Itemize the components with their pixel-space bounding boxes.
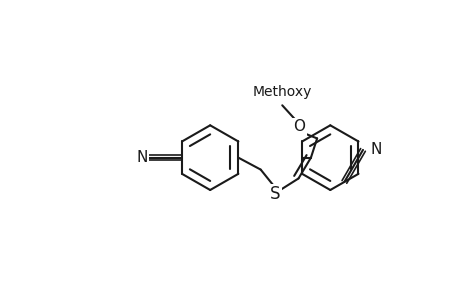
Text: S: S — [269, 185, 280, 203]
Text: Methoxy: Methoxy — [252, 85, 311, 99]
Text: O: O — [293, 119, 305, 134]
Text: N: N — [136, 150, 147, 165]
Text: N: N — [370, 142, 381, 158]
